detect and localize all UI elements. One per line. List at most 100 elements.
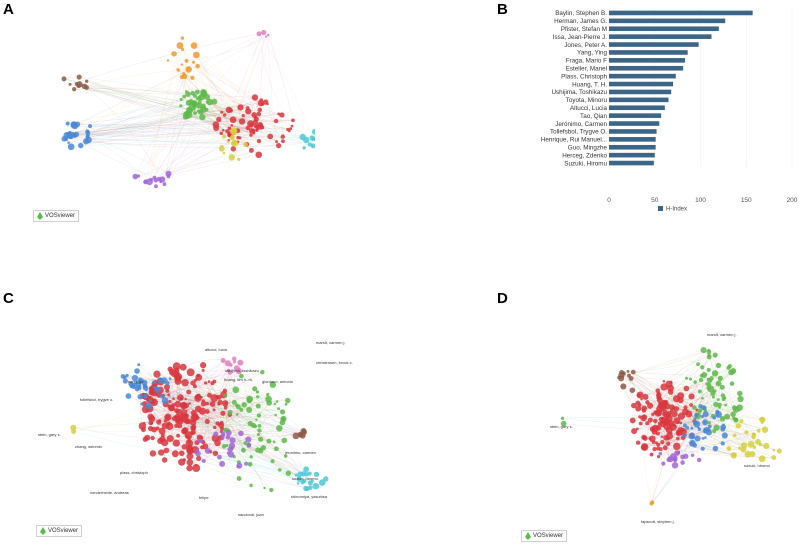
network-node xyxy=(68,82,72,86)
x-tick-label: 200 xyxy=(787,197,798,204)
panel-label-c: C xyxy=(3,290,14,307)
network-node xyxy=(285,397,291,404)
network-node xyxy=(190,431,195,435)
network-node xyxy=(724,403,727,407)
network-node xyxy=(201,368,205,372)
network-node xyxy=(273,402,277,406)
network-node xyxy=(213,425,217,430)
network-node xyxy=(694,412,699,418)
network-edge xyxy=(80,112,187,146)
network-node xyxy=(252,386,258,392)
network-node xyxy=(244,461,249,466)
network-node xyxy=(231,139,239,147)
network-edge xyxy=(657,389,714,398)
vosviewer-watermark-a: VOSviewer xyxy=(45,213,76,219)
network-node xyxy=(149,450,157,457)
network-node xyxy=(732,452,737,457)
network-node-label: tollefsbol, trygve o. xyxy=(80,397,114,402)
network-node xyxy=(194,440,200,446)
network-node xyxy=(635,427,639,431)
network-node xyxy=(179,413,187,422)
network-node xyxy=(190,42,198,49)
network-node xyxy=(197,109,204,115)
network-node xyxy=(700,414,704,419)
network-node xyxy=(666,441,671,446)
network-node xyxy=(728,369,735,376)
network-node xyxy=(136,174,141,178)
network-node xyxy=(685,425,690,430)
network-node xyxy=(715,411,722,418)
network-node xyxy=(663,418,669,424)
network-node xyxy=(661,416,665,420)
network-node xyxy=(266,438,272,444)
network-edge xyxy=(143,391,258,430)
network-edge xyxy=(73,414,276,429)
network-node xyxy=(300,479,305,485)
network-node xyxy=(277,468,282,472)
network-node xyxy=(163,384,170,391)
network-edge xyxy=(268,34,294,121)
network-node xyxy=(186,67,190,71)
network-node xyxy=(761,426,769,433)
bar xyxy=(609,26,719,32)
network-node xyxy=(709,376,714,381)
network-node xyxy=(232,386,240,394)
network-node xyxy=(186,368,195,377)
network-node xyxy=(186,447,194,455)
network-edge xyxy=(196,415,307,475)
network-node xyxy=(206,98,214,106)
y-category-label: Baylin, Stephen B. xyxy=(555,10,607,17)
network-node xyxy=(227,370,233,375)
network-edge xyxy=(87,110,191,132)
network-node xyxy=(719,416,726,422)
network-node xyxy=(180,36,185,40)
network-node xyxy=(255,128,259,132)
network-node xyxy=(245,436,252,443)
network-node xyxy=(184,409,188,413)
network-node xyxy=(707,348,711,352)
y-category-label: Herman, James G. xyxy=(554,18,607,25)
network-node xyxy=(253,124,259,129)
network-node xyxy=(249,122,255,128)
network-edge xyxy=(221,97,256,113)
network-edge xyxy=(143,392,199,399)
network-node xyxy=(661,461,666,466)
network-node xyxy=(256,111,262,117)
network-edge xyxy=(186,405,238,417)
network-edge xyxy=(715,418,735,449)
network-node xyxy=(188,99,194,104)
network-map-d: marsit, carmen j. stein, gary s. suzuki, h… xyxy=(545,320,795,530)
network-node xyxy=(122,378,128,384)
y-category-label: Guo, Mingzhe xyxy=(568,144,608,151)
network-node xyxy=(673,442,681,451)
network-edge xyxy=(149,60,187,182)
network-node xyxy=(186,418,192,425)
network-node xyxy=(693,380,697,384)
network-node xyxy=(87,123,93,129)
network-node xyxy=(638,421,643,426)
network-edge xyxy=(224,390,301,435)
network-edge xyxy=(87,92,204,134)
network-node xyxy=(230,135,235,141)
network-node xyxy=(177,423,183,429)
network-edge xyxy=(138,115,244,177)
network-node xyxy=(711,370,719,377)
network-edge xyxy=(76,83,255,98)
network-node xyxy=(255,151,263,159)
network-node xyxy=(215,421,220,426)
network-node xyxy=(277,407,281,411)
network-node xyxy=(715,380,722,387)
network-node xyxy=(667,384,674,392)
network-node xyxy=(695,408,699,412)
network-node xyxy=(248,147,254,153)
network-node xyxy=(751,434,756,440)
network-edge xyxy=(163,372,231,396)
network-node xyxy=(200,88,207,96)
network-node-label: vonderheide, andreas xyxy=(90,490,129,495)
network-node xyxy=(222,113,227,117)
network-node xyxy=(720,424,727,430)
network-node xyxy=(185,91,191,97)
network-edge xyxy=(67,123,235,143)
network-node xyxy=(662,411,667,417)
network-node xyxy=(759,416,766,423)
